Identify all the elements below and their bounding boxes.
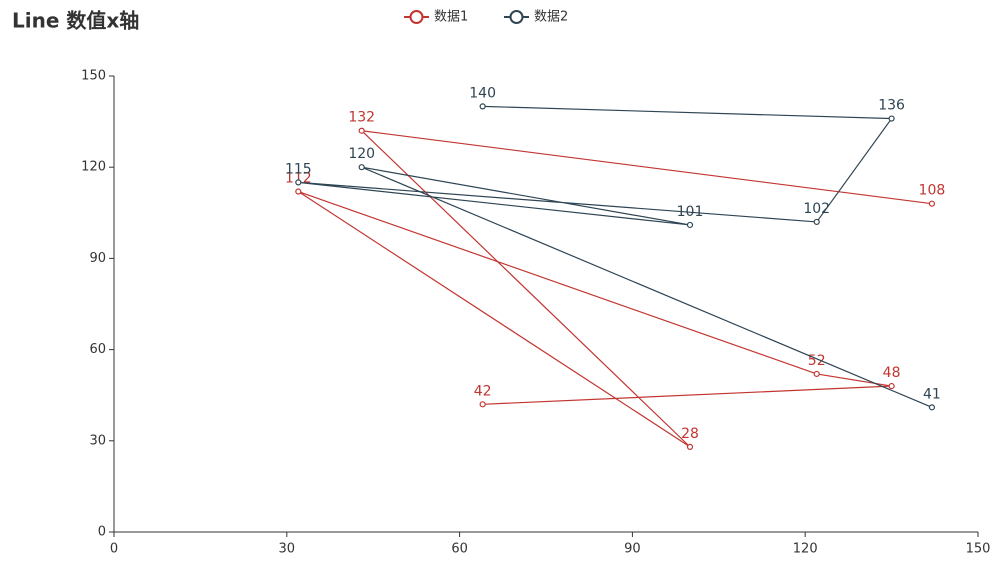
data-label: 120 <box>348 146 375 162</box>
data-point <box>686 221 694 229</box>
data-label: 101 <box>677 204 704 220</box>
legend-item[interactable]: 数据2 <box>504 10 568 25</box>
data-label: 102 <box>803 201 830 217</box>
y-tick-label: 60 <box>89 342 106 357</box>
legend-label: 数据2 <box>534 10 568 25</box>
data-point <box>358 127 365 134</box>
legend-label: 数据1 <box>434 10 468 25</box>
x-tick-label: 90 <box>624 542 641 557</box>
data-point <box>686 443 694 450</box>
y-tick-label: 0 <box>98 525 106 540</box>
x-tick-label: 30 <box>279 542 296 557</box>
x-tick-label: 60 <box>451 542 468 557</box>
data-point <box>928 404 936 411</box>
data-point <box>358 164 365 171</box>
data-point <box>928 200 936 207</box>
data-point <box>295 188 302 195</box>
y-tick-label: 120 <box>81 160 106 175</box>
legend-item[interactable]: 数据1 <box>404 10 468 25</box>
x-tick-label: 0 <box>110 542 118 557</box>
series-line <box>297 129 932 448</box>
data-label: 48 <box>883 365 901 381</box>
data-label: 132 <box>348 110 375 126</box>
y-tick-label: 30 <box>89 433 106 448</box>
data-point <box>888 115 895 122</box>
data-point <box>479 401 486 408</box>
data-point <box>888 382 895 390</box>
data-label: 140 <box>469 85 496 101</box>
data-point <box>813 218 820 226</box>
data-point <box>479 103 486 110</box>
data-point <box>295 179 302 186</box>
data-label: 42 <box>474 383 492 399</box>
x-tick-label: 150 <box>966 542 991 557</box>
legend-marker <box>409 10 424 24</box>
y-tick-label: 150 <box>81 69 106 84</box>
legend-marker <box>509 10 524 24</box>
data-label: 41 <box>923 386 941 402</box>
data-label: 108 <box>919 183 946 199</box>
data-label: 136 <box>878 98 905 114</box>
data-point <box>813 370 820 378</box>
data-label: 28 <box>681 426 699 442</box>
data-label: 115 <box>285 161 312 177</box>
x-tick-label: 120 <box>793 542 818 557</box>
y-tick-label: 90 <box>89 251 106 266</box>
chart-title: Line 数值x轴 <box>12 9 139 33</box>
series-line <box>298 105 933 408</box>
